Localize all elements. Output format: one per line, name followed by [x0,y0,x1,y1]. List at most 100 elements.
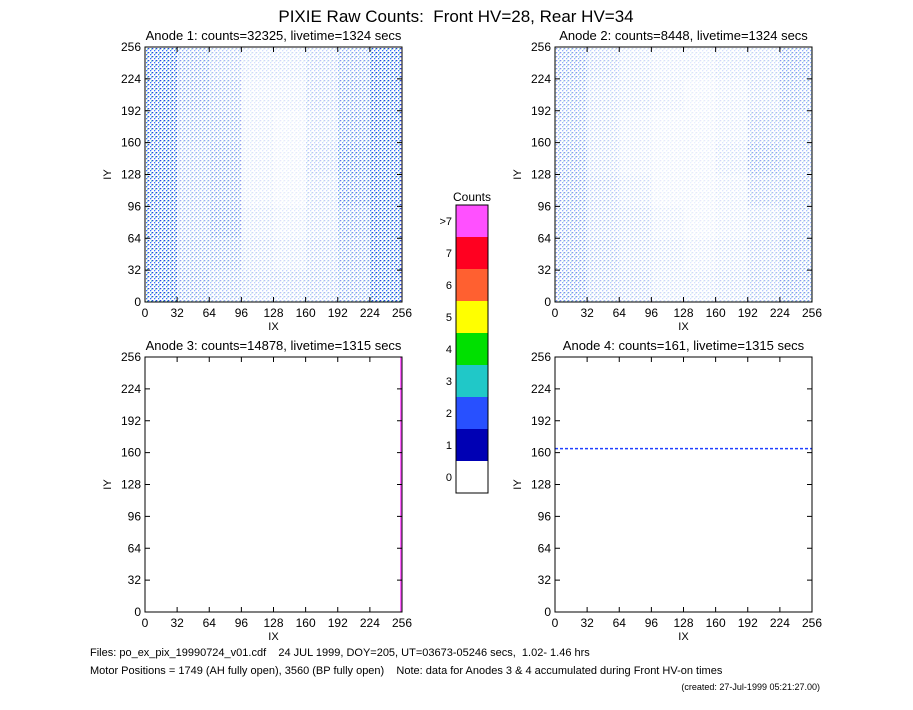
colorbar-title: Counts [453,190,491,204]
colorbar-cell [456,461,488,493]
y-tick-label: 256 [531,350,551,364]
y-tick-label: 224 [121,382,141,396]
density-cell [715,47,748,79]
y-tick-label: 96 [538,509,552,523]
density-cell [619,206,652,239]
density-cell [715,142,748,175]
colorbar-label: 1 [446,440,452,452]
x-tick-label: 256 [392,306,412,320]
x-tick-label: 160 [296,306,316,320]
density-cell [683,238,716,271]
colorbar-cell [456,237,488,269]
density-cell [747,238,780,271]
colorbar-cell [456,333,488,365]
x-tick-label: 192 [328,306,348,320]
density-cell [715,270,748,302]
x-tick-label: 96 [645,616,659,630]
colorbar-cell [456,269,488,301]
density-cell [305,47,338,79]
x-tick-label: 64 [613,306,627,320]
x-tick-label: 0 [142,616,149,630]
x-tick-label: 160 [706,616,726,630]
density-cell [305,174,338,207]
y-tick-label: 64 [128,541,142,555]
density-cell [715,174,748,207]
y-axis-label: IY [102,169,114,180]
x-tick-label: 160 [706,306,726,320]
density-cell [747,78,780,111]
x-axis-label: IX [268,631,279,643]
density-cell [619,174,652,207]
density-cell [747,206,780,239]
y-axis-label: IY [512,479,524,490]
y-tick-label: 0 [544,295,551,309]
density-cell [651,47,684,79]
density-cell [177,142,210,175]
x-tick-label: 64 [203,306,217,320]
density-cell [587,142,620,175]
density-cell [587,206,620,239]
density-cell [305,270,338,302]
x-tick-label: 224 [360,616,380,630]
density-cell [177,238,210,271]
density-cell [145,142,178,175]
panel-title: Anode 1: counts=32325, livetime=1324 sec… [146,28,402,43]
x-tick-label: 128 [673,306,693,320]
x-tick-label: 32 [580,306,594,320]
y-tick-label: 224 [531,72,551,86]
density-cell [209,78,242,111]
x-axis-label: IX [678,631,689,643]
density-cell [305,78,338,111]
colorbar-cell [456,205,488,237]
y-tick-label: 96 [538,199,552,213]
density-cell [619,78,652,111]
density-cell [145,110,178,143]
density-cell [651,110,684,143]
density-cell [209,47,242,79]
density-cell [241,142,274,175]
y-tick-label: 192 [531,414,551,428]
x-tick-label: 256 [802,616,822,630]
colorbar-frame [455,204,489,494]
density-cell [555,142,588,175]
density-cell [555,174,588,207]
y-tick-label: 96 [128,199,142,213]
y-tick-label: 128 [531,168,551,182]
density-cell [145,47,178,79]
y-tick-label: 0 [134,605,141,619]
density-cell [369,142,402,175]
density-cell [273,238,306,271]
x-tick-label: 0 [552,306,559,320]
density-cell [683,78,716,111]
density-cell [683,47,716,79]
x-tick-label: 64 [203,616,217,630]
density-cell [241,206,274,239]
x-tick-label: 64 [613,616,627,630]
density-cell [683,206,716,239]
y-tick-label: 128 [121,168,141,182]
density-cell [369,47,402,79]
density-cell [619,47,652,79]
y-tick-label: 64 [538,541,552,555]
density-cell [273,110,306,143]
density-cell [273,174,306,207]
density-cell [683,174,716,207]
density-cell [241,238,274,271]
density-cell [715,238,748,271]
density-cell [273,47,306,79]
density-cell [619,142,652,175]
density-cell [177,47,210,79]
colorbar-cell [456,397,488,429]
density-cell [619,110,652,143]
panel-title: Anode 3: counts=14878, livetime=1315 sec… [146,338,402,353]
colorbar-label: >7 [439,216,452,228]
x-tick-label: 32 [170,616,184,630]
density-cell [651,78,684,111]
density-cell [587,174,620,207]
y-tick-label: 160 [121,136,141,150]
density-cell [177,270,210,302]
y-tick-label: 224 [121,72,141,86]
note: (created: 27-Jul-1999 05:21:27.00) [681,682,820,692]
y-tick-label: 192 [531,104,551,118]
density-cell [747,110,780,143]
